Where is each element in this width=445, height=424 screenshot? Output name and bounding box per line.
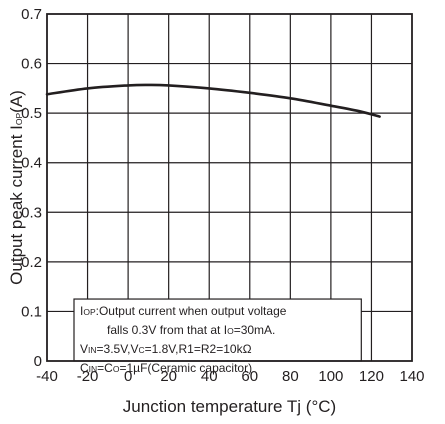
- y-tick-label: 0.7: [21, 6, 42, 23]
- series-line: [45, 83, 381, 118]
- x-tick-label: 0: [124, 368, 132, 385]
- tick-labels: -40 -20 0 20 40 60 80 100 120 140 0 0.1 0.2 0.3 0.4 0.5…: [21, 6, 424, 385]
- y-tick-label: 0.5: [21, 105, 42, 122]
- x-tick-label: 140: [399, 368, 424, 385]
- y-tick-label: 0.1: [21, 303, 42, 320]
- x-tick-label: 60: [241, 368, 258, 385]
- annotation: IOP:Output current when output voltage fa…: [73, 298, 362, 375]
- x-tick-label: 80: [282, 368, 299, 385]
- annotation-line: VIN=3.5V,VC=1.8V,R1=R2=10kΩ: [80, 342, 252, 356]
- y-axis-label-unit: (A): [7, 90, 26, 113]
- x-tick-label: 120: [359, 368, 384, 385]
- annotation-line: IOP:Output current when output voltage: [80, 304, 287, 318]
- y-tick-label: 0.2: [21, 254, 42, 271]
- annotation-line: falls 0.3V from that at IO=30mA.: [107, 323, 275, 337]
- x-tick-label: 20: [160, 368, 177, 385]
- y-axis-label-sub: OP: [14, 113, 24, 126]
- y-tick-label: 0.6: [21, 56, 42, 73]
- x-tick-label: -20: [77, 368, 99, 385]
- y-tick-label: 0.3: [21, 204, 42, 221]
- annotation-box: [73, 298, 362, 362]
- x-tick-label: 100: [318, 368, 343, 385]
- plot-frame: [46, 13, 413, 362]
- y-axis-label: Output peak current IOP(A): [7, 90, 26, 285]
- y-tick-label: 0.4: [21, 155, 42, 172]
- x-axis-label: Junction temperature Tj (°C): [123, 397, 336, 416]
- x-tick-label: 40: [201, 368, 218, 385]
- grid: [47, 14, 412, 361]
- x-tick-label: -40: [36, 368, 58, 385]
- annotation-line: CIN=CO=1µF(Ceramic capacitor): [80, 361, 252, 375]
- y-axis-label-main: Output peak current I: [7, 125, 26, 285]
- series: [45, 83, 381, 118]
- y-tick-label: 0: [34, 353, 42, 370]
